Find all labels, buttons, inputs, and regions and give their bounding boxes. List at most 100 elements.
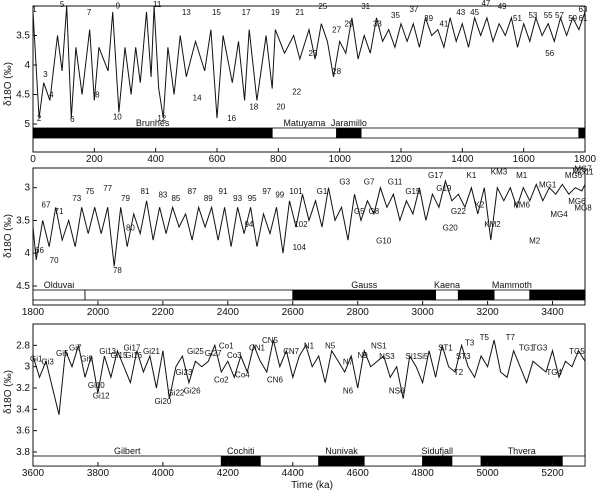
y-tick-label: 4 [24, 248, 30, 259]
chron-label: Cochiti [227, 446, 255, 456]
chron-bar [32, 455, 222, 467]
stage-label: 95 [248, 194, 257, 203]
x-tick-label: 5000 [476, 468, 499, 479]
x-tick-label: 2600 [282, 307, 305, 318]
chron-label: Kaena [434, 280, 460, 290]
stage-label: Gi25 [187, 347, 204, 356]
chron-bar [493, 289, 531, 301]
stage-label: G3 [339, 177, 350, 186]
stage-label: Gi1 [30, 354, 43, 363]
stage-label: ST3 [456, 352, 471, 361]
y-tick-label: 3.6 [16, 426, 30, 437]
stage-label: Co1 [219, 342, 234, 351]
panel-3-ylabel: δ18O (‰) [3, 370, 14, 414]
x-tick-label: 3800 [87, 468, 110, 479]
stage-label: 18 [249, 102, 258, 111]
stage-label: M1 [516, 171, 528, 180]
stage-label: G11 [388, 177, 403, 186]
chron-bar [84, 289, 294, 301]
stage-label: N6 [343, 386, 354, 395]
chron-label: Matuyama [283, 118, 325, 128]
stage-label: Gi12 [93, 392, 110, 401]
x-tick-label: 3000 [412, 307, 435, 318]
chron-label: Olduvai [44, 280, 75, 290]
panel-2-ylabel: δ18O (‰) [3, 214, 14, 258]
y-tick-label: 4.5 [16, 281, 30, 292]
chron-bar [363, 455, 424, 467]
x-tick-label: 2800 [347, 307, 370, 318]
stage-label: Co4 [235, 370, 250, 379]
y-tick-label: 3.5 [16, 31, 30, 42]
chron-label: Gilbert [114, 446, 141, 456]
x-tick-label: 1800 [22, 307, 45, 318]
x-tick-label: 600 [209, 154, 226, 165]
stage-label: TG3 [532, 344, 548, 353]
stage-label: 94 [244, 220, 253, 229]
stage-label: 75 [85, 187, 94, 196]
chron-label: Jaramillo [331, 118, 367, 128]
stage-label: Gi7 [69, 344, 82, 353]
x-tick-label: 800 [270, 154, 287, 165]
x-tick-label: 4800 [412, 468, 435, 479]
y-tick-label: 3.8 [16, 447, 30, 458]
x-tick-label: 1800 [574, 154, 597, 165]
x-tick-label: 1200 [390, 154, 413, 165]
stage-label: 10 [113, 112, 122, 121]
stage-label: G1 [317, 187, 328, 196]
stage-label: Gi16 [125, 351, 142, 360]
stage-label: G8 [369, 207, 380, 216]
y-tick-label: 3.4 [16, 404, 30, 415]
stage-label: 101 [289, 187, 303, 196]
chron-bar [578, 127, 586, 139]
stage-label: CN6 [267, 376, 284, 385]
stage-label: 4 [49, 90, 54, 99]
x-tick-label: 2000 [87, 307, 110, 318]
stage-label: TG1 [519, 344, 535, 353]
x-tick-label: 0 [30, 154, 36, 165]
chron-label: Mammoth [492, 280, 532, 290]
x-tick-label: 1400 [451, 154, 474, 165]
stage-label: Gi20 [154, 397, 171, 406]
chron-label: Nunivak [325, 446, 358, 456]
stage-label: MG1 [539, 181, 557, 190]
y-tick-label: 3 [24, 183, 30, 194]
stage-label: 87 [188, 187, 197, 196]
stage-label: 78 [113, 266, 122, 275]
stage-label: 104 [293, 243, 307, 252]
x-axis-label: Time (ka) [291, 480, 333, 491]
x-tick-label: 2200 [152, 307, 175, 318]
stage-label: 35 [391, 11, 400, 20]
stage-label: G19 [436, 184, 452, 193]
chron-bar [259, 455, 320, 467]
stage-label: G7 [364, 177, 375, 186]
stage-label: 59 [568, 14, 577, 23]
chron-bar [292, 289, 437, 301]
stage-label: 55 [544, 11, 553, 20]
chron-bar [561, 455, 586, 467]
stage-label: 41 [439, 20, 448, 29]
x-tick-label: 2400 [217, 307, 240, 318]
stage-label: 67 [42, 200, 51, 209]
y-tick-label: 2.8 [16, 340, 30, 351]
x-tick-label: 1000 [329, 154, 352, 165]
stage-label: K2 [475, 200, 485, 209]
stage-label: KM2 [484, 220, 501, 229]
stage-label: 17 [242, 8, 251, 17]
chron-bar [336, 127, 362, 139]
stage-label: Gi15 [111, 351, 128, 360]
stage-label: NS3 [379, 352, 395, 361]
x-tick-label: 3400 [541, 307, 564, 318]
chron-bar [360, 127, 580, 139]
stage-label: MG4 [550, 210, 568, 219]
stage-label: 71 [55, 207, 64, 216]
stage-label: 77 [103, 184, 112, 193]
stage-label: 57 [555, 11, 564, 20]
y-tick-label: 3.5 [16, 215, 30, 226]
stage-label: N9 [357, 351, 368, 360]
chron-bar [271, 127, 338, 139]
stage-label: G10 [376, 236, 392, 245]
stage-label: 45 [470, 8, 479, 17]
stage-label: 33 [373, 20, 382, 29]
stage-label: MG6 [568, 197, 586, 206]
